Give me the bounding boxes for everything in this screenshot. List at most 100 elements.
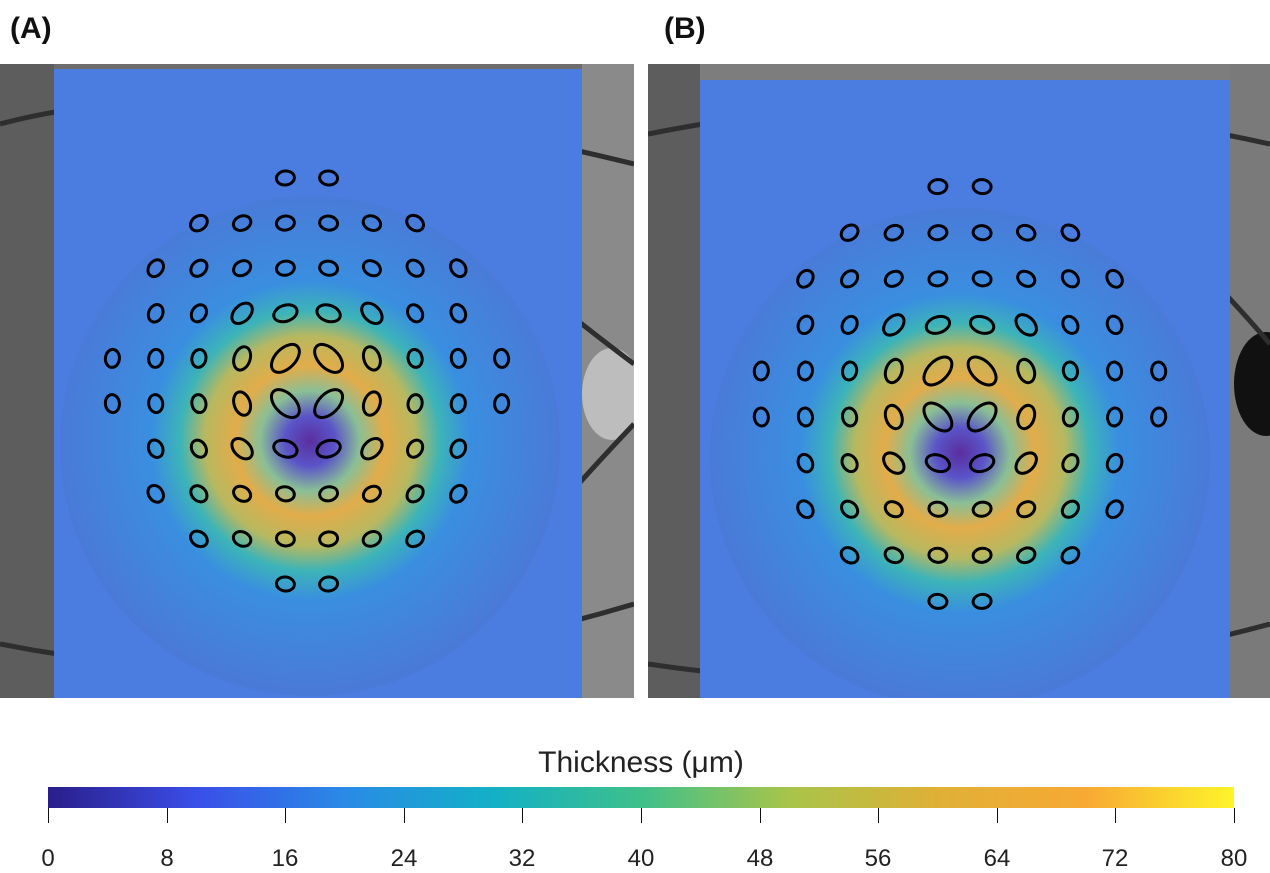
test-location-ring [924, 314, 952, 335]
test-location-ring [103, 393, 121, 415]
test-location-ring [840, 499, 860, 519]
thickness-map-b [710, 208, 1210, 698]
test-location-ring [1150, 406, 1168, 428]
test-location-ring [1014, 451, 1038, 475]
colorbar-tick [404, 808, 405, 823]
test-location-ring [189, 529, 209, 549]
colorbar-gradient [48, 787, 1234, 808]
colorbar-tick-label: 24 [390, 845, 418, 872]
test-location-ring [406, 303, 425, 324]
test-location-ring [840, 269, 860, 289]
test-location-ring [405, 258, 425, 278]
colorbar-tick [878, 808, 879, 823]
panel-a-image [0, 64, 634, 698]
test-location-ring [971, 178, 993, 196]
colorbar-tick-label: 0 [41, 845, 55, 872]
test-location-ring [796, 360, 814, 382]
thickness-map [60, 196, 560, 696]
test-location-ring [272, 438, 299, 459]
test-location-ring [882, 313, 906, 337]
test-location-ring [841, 406, 859, 428]
test-location-ring [190, 393, 208, 415]
test-location-ring [1061, 453, 1080, 474]
test-location-ring [274, 169, 296, 187]
test-location-ring [449, 258, 468, 279]
test-location-ring [274, 259, 296, 277]
colorbar-tick [997, 808, 998, 823]
test-location-ring [796, 314, 815, 336]
test-location-ring [493, 347, 511, 369]
test-location-ring [1016, 269, 1037, 288]
test-location-ring [971, 270, 993, 288]
test-location-ring [313, 388, 345, 420]
test-location-ring [146, 258, 165, 279]
test-location-ring [927, 546, 949, 564]
test-location-ring [361, 259, 382, 278]
test-location-ring [318, 485, 340, 503]
test-location-ring [318, 169, 340, 187]
colorbar-tick-label: 8 [160, 845, 174, 872]
colorbar-tick [522, 808, 523, 823]
test-location-ring [971, 546, 993, 564]
test-location-ring [1106, 406, 1124, 428]
colorbar-tick [285, 808, 286, 823]
test-location-ring [796, 406, 814, 428]
colorbar-tick-label: 80 [1220, 845, 1248, 872]
test-location-ring [1061, 314, 1080, 335]
test-location-ring [1015, 223, 1037, 242]
test-location-ring [189, 484, 209, 504]
colorbar-tick-label: 56 [864, 845, 892, 872]
test-location-ring [493, 393, 511, 415]
optic-disc [582, 348, 634, 440]
test-location-ring [927, 592, 949, 610]
colorbar-tick [167, 808, 168, 823]
test-location-ring [361, 390, 382, 417]
test-location-ring [230, 437, 254, 461]
test-location-ring [883, 403, 904, 431]
colorbar-tick-label: 16 [271, 845, 299, 872]
test-location-ring [922, 401, 954, 433]
test-location-ring [883, 223, 905, 242]
test-location-ring [927, 178, 949, 196]
test-location-ring [189, 438, 208, 459]
test-location-ring [269, 342, 301, 374]
test-location-ring [232, 390, 253, 417]
test-location-ring [449, 393, 467, 415]
test-location-ring [927, 270, 949, 288]
test-location-ring [1105, 499, 1124, 520]
test-location-ring [315, 303, 342, 324]
test-location-ring [971, 224, 993, 242]
test-location-ring [883, 269, 904, 288]
test-location-ring [882, 451, 906, 475]
test-location-ring [189, 258, 209, 278]
colorbar-tick [48, 808, 49, 823]
test-location-ring [1150, 360, 1168, 382]
test-location-ring [449, 483, 468, 504]
test-location-ring [1060, 269, 1080, 289]
colorbar-tick [1234, 808, 1235, 823]
test-location-ring [1016, 403, 1037, 431]
test-location-ring [971, 500, 993, 518]
test-location-ring [318, 259, 340, 277]
test-location-ring [1060, 223, 1081, 242]
test-location-ring [274, 214, 296, 232]
test-location-ring [406, 438, 425, 459]
test-location-ring [922, 355, 954, 387]
test-location-ring [361, 345, 382, 372]
colorbar-tick-label: 40 [627, 845, 655, 872]
test-location-ring [839, 546, 860, 565]
test-location-ring [1016, 500, 1037, 519]
test-location-ring [449, 438, 468, 459]
test-location-ring [405, 213, 425, 233]
test-location-ring [796, 499, 815, 520]
test-location-ring [1061, 360, 1079, 382]
test-location-ring [318, 575, 340, 593]
test-location-ring [752, 406, 770, 428]
test-location-ring [841, 360, 859, 382]
test-location-ring [361, 530, 383, 548]
colorbar-tick-label: 32 [508, 845, 536, 872]
test-location-ring [927, 500, 949, 518]
test-location-ring [274, 575, 296, 593]
test-location-ring [1061, 406, 1079, 428]
test-location-ring [231, 530, 253, 548]
